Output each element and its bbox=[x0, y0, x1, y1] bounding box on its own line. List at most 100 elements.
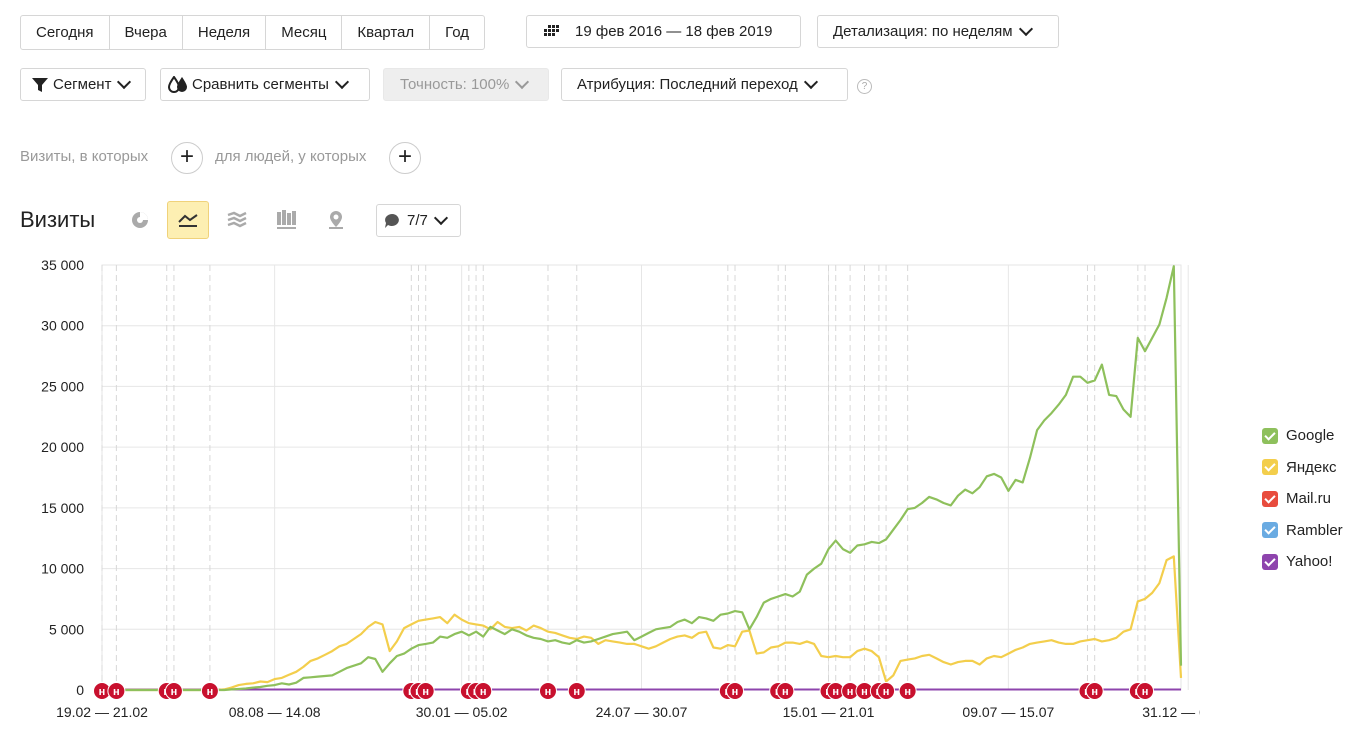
y-tick-label: 30 000 bbox=[41, 318, 84, 334]
note-marker[interactable]: н bbox=[107, 682, 126, 700]
note-marker-circle bbox=[1085, 682, 1104, 700]
note-marker[interactable]: н bbox=[776, 682, 795, 700]
x-tick-label: 09.07 — 15.07 bbox=[962, 704, 1054, 720]
add-visits-condition-button[interactable]: + bbox=[171, 142, 203, 174]
note-marker-circle bbox=[726, 682, 745, 700]
checkbox-icon bbox=[1262, 459, 1278, 476]
filter-icon bbox=[32, 77, 48, 92]
note-marker[interactable]: н bbox=[538, 682, 557, 700]
accuracy-label: Точность: 100% bbox=[400, 76, 510, 93]
detail-label: Детализация: по неделям bbox=[833, 23, 1013, 40]
date-range-button[interactable]: 19 фев 2016 — 18 фев 2019 bbox=[526, 15, 801, 48]
note-marker-label: н bbox=[422, 686, 429, 698]
note-marker-circle bbox=[474, 682, 493, 700]
notes-count: 7/7 bbox=[407, 212, 428, 229]
attribution-label: Атрибуция: Последний переход bbox=[577, 76, 798, 93]
note-marker-circle bbox=[1136, 682, 1155, 700]
note-marker-circle bbox=[107, 682, 126, 700]
bar-chart-icon bbox=[277, 210, 296, 229]
visits-line-chart: 0 5 000 10 000 15 000 20 000 25 000 30 000 35 0… bbox=[41, 257, 1200, 720]
note-marker[interactable]: н bbox=[826, 682, 845, 700]
note-marker[interactable]: н bbox=[200, 682, 219, 700]
x-tick-label: 19.02 — 21.02 bbox=[56, 704, 148, 720]
series-line-google bbox=[102, 265, 1183, 692]
drops-icon bbox=[167, 75, 187, 93]
note-marker[interactable]: н bbox=[898, 682, 917, 700]
note-marker-label: н bbox=[832, 686, 839, 698]
period-year-button[interactable]: Год bbox=[445, 24, 470, 41]
pie-chart-view-button[interactable] bbox=[119, 201, 161, 239]
segment-dropdown[interactable]: Сегмент bbox=[20, 68, 146, 101]
report-title: Визиты bbox=[20, 207, 96, 232]
note-marker-circle bbox=[200, 682, 219, 700]
note-marker[interactable]: н bbox=[1136, 682, 1155, 700]
area-chart-view-button[interactable] bbox=[216, 201, 258, 239]
legend-label: Яндекс bbox=[1286, 458, 1337, 476]
chart-legend: Google Яндекс Mail.ru Rambler Yahoo! bbox=[1262, 420, 1343, 578]
checkbox-icon bbox=[1262, 522, 1278, 539]
note-marker[interactable]: н bbox=[567, 682, 586, 700]
chevron-down-icon bbox=[334, 74, 349, 90]
legend-item-yahoo[interactable]: Yahoo! bbox=[1262, 546, 1343, 578]
y-tick-label: 25 000 bbox=[41, 378, 84, 394]
x-tick-label: 30.01 — 05.02 bbox=[416, 704, 508, 720]
visits-filter-label: Визиты, в которых bbox=[20, 148, 149, 165]
period-week-button[interactable]: Неделя bbox=[183, 16, 267, 49]
note-marker-label: н bbox=[545, 686, 552, 698]
y-tick-label: 5 000 bbox=[49, 621, 84, 637]
note-marker[interactable]: н bbox=[416, 682, 435, 700]
attribution-dropdown[interactable]: Атрибуция: Последний переход bbox=[561, 68, 848, 101]
y-tick-label: 35 000 bbox=[41, 257, 84, 273]
note-marker-label: н bbox=[847, 686, 854, 698]
map-view-button[interactable] bbox=[315, 201, 357, 239]
legend-item-rambler[interactable]: Rambler bbox=[1262, 515, 1343, 547]
help-icon[interactable]: ? bbox=[857, 79, 872, 94]
calendar-icon bbox=[544, 24, 559, 36]
note-marker-label: н bbox=[904, 686, 911, 698]
legend-item-google[interactable]: Google bbox=[1262, 420, 1343, 452]
map-pin-icon bbox=[329, 211, 343, 229]
notes-dropdown[interactable]: 7/7 bbox=[376, 204, 461, 237]
legend-item-yandex[interactable]: Яндекс bbox=[1262, 452, 1343, 484]
compare-segments-dropdown[interactable]: Сравнить сегменты bbox=[160, 68, 370, 101]
note-marker-circle bbox=[164, 682, 183, 700]
note-marker[interactable]: н bbox=[1085, 682, 1104, 700]
x-tick-label: 08.08 — 14.08 bbox=[229, 704, 321, 720]
chevron-down-icon bbox=[1018, 21, 1033, 37]
people-filter-label: для людей, у которых bbox=[215, 148, 367, 165]
segment-label: Сегмент bbox=[53, 76, 112, 93]
note-marker-label: н bbox=[1091, 686, 1098, 698]
note-marker-label: н bbox=[1142, 686, 1149, 698]
note-marker[interactable]: н bbox=[877, 682, 896, 700]
note-marker[interactable]: н bbox=[164, 682, 183, 700]
note-marker-label: н bbox=[883, 686, 890, 698]
bar-chart-view-button[interactable] bbox=[266, 201, 308, 239]
note-marker-label: н bbox=[207, 686, 214, 698]
legend-item-mailru[interactable]: Mail.ru bbox=[1262, 483, 1343, 515]
series-line-yandex bbox=[102, 555, 1183, 692]
period-quarter-button[interactable]: Квартал bbox=[342, 16, 431, 49]
note-marker-label: н bbox=[99, 686, 106, 698]
checkbox-icon bbox=[1262, 427, 1278, 444]
chevron-down-icon bbox=[803, 74, 818, 90]
period-yesterday-button[interactable]: Вчера bbox=[110, 16, 183, 49]
period-selector: Сегодня Вчера Неделя Месяц Квартал Год bbox=[20, 15, 486, 50]
y-tick-label: 20 000 bbox=[41, 439, 84, 455]
period-today-button[interactable]: Сегодня bbox=[21, 16, 110, 49]
chevron-down-icon bbox=[433, 210, 448, 226]
note-marker-label: н bbox=[782, 686, 789, 698]
note-marker[interactable]: н bbox=[726, 682, 745, 700]
note-marker-circle bbox=[877, 682, 896, 700]
date-range-label: 19 фев 2016 — 18 фев 2019 bbox=[575, 23, 773, 40]
add-people-condition-button[interactable]: + bbox=[389, 142, 421, 174]
note-marker[interactable]: н bbox=[474, 682, 493, 700]
line-chart-view-button[interactable] bbox=[167, 201, 209, 239]
note-marker-label: н bbox=[480, 686, 487, 698]
note-marker[interactable]: н bbox=[855, 682, 874, 700]
y-tick-label: 0 bbox=[76, 682, 84, 698]
detail-dropdown[interactable]: Детализация: по неделям bbox=[817, 15, 1059, 48]
period-month-button[interactable]: Месяц bbox=[266, 16, 343, 49]
note-marker-label: н bbox=[732, 686, 739, 698]
note-marker-label: н bbox=[573, 686, 580, 698]
note-marker-circle bbox=[567, 682, 586, 700]
